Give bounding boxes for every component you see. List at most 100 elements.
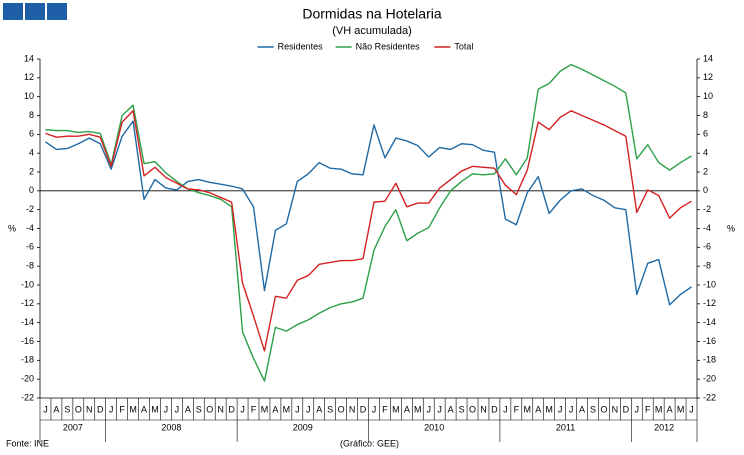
x-tick-label: O bbox=[469, 404, 476, 414]
x-tick-label: A bbox=[272, 404, 278, 414]
y-tick-label: 4 bbox=[29, 148, 34, 158]
x-tick-label: A bbox=[53, 404, 59, 414]
y-tick-label: -4 bbox=[26, 223, 34, 233]
x-tick-label: M bbox=[655, 404, 663, 414]
x-tick-label: J bbox=[569, 404, 574, 414]
x-tick-label: O bbox=[338, 404, 345, 414]
year-label: 2011 bbox=[556, 422, 575, 432]
x-tick-label: D bbox=[97, 404, 104, 414]
y-tick-label: -14 bbox=[21, 317, 34, 327]
y-tick-label: -6 bbox=[26, 242, 34, 252]
x-tick-label: J bbox=[43, 404, 48, 414]
x-tick-label: M bbox=[414, 404, 422, 414]
x-tick-label: M bbox=[261, 404, 269, 414]
x-tick-label: M bbox=[151, 404, 159, 414]
y-tick-label: -8 bbox=[26, 261, 34, 271]
x-tick-label: S bbox=[64, 404, 70, 414]
x-tick-label: J bbox=[635, 404, 640, 414]
x-tick-label: J bbox=[295, 404, 300, 414]
x-tick-label: F bbox=[119, 404, 125, 414]
x-tick-label: O bbox=[600, 404, 607, 414]
chart-title: Dormidas na Hotelaria bbox=[302, 6, 441, 22]
y2-tick-label: 8 bbox=[703, 110, 708, 120]
x-tick-label: F bbox=[514, 404, 520, 414]
y2-tick-label: 10 bbox=[703, 91, 713, 101]
y-tick-label: 8 bbox=[29, 110, 34, 120]
legend-label: Total bbox=[454, 41, 473, 51]
y2-tick-label: -10 bbox=[703, 279, 716, 289]
x-tick-label: J bbox=[503, 404, 508, 414]
x-tick-label: D bbox=[360, 404, 367, 414]
x-tick-label: N bbox=[612, 404, 619, 414]
x-tick-label: M bbox=[677, 404, 685, 414]
x-tick-label: S bbox=[196, 404, 202, 414]
series-line bbox=[45, 63, 692, 382]
chart-subtitle: (VH acumulada) bbox=[332, 25, 411, 37]
y-axis-label: % bbox=[8, 223, 16, 233]
x-tick-label: F bbox=[645, 404, 651, 414]
x-tick-label: N bbox=[86, 404, 93, 414]
y2-tick-label: 2 bbox=[703, 166, 708, 176]
x-tick-label: J bbox=[689, 404, 694, 414]
x-tick-label: J bbox=[558, 404, 563, 414]
x-tick-label: J bbox=[240, 404, 245, 414]
x-tick-label: S bbox=[590, 404, 596, 414]
y2-tick-label: -8 bbox=[703, 261, 711, 271]
y-tick-label: 6 bbox=[29, 129, 34, 139]
x-tick-label: D bbox=[228, 404, 235, 414]
y2-tick-label: -22 bbox=[703, 392, 716, 402]
x-tick-label: D bbox=[491, 404, 498, 414]
y2-tick-label: -6 bbox=[703, 242, 711, 252]
series-line bbox=[45, 110, 692, 352]
y2-tick-label: -12 bbox=[703, 298, 716, 308]
x-tick-label: F bbox=[382, 404, 388, 414]
x-tick-label: J bbox=[372, 404, 377, 414]
y2-tick-label: -20 bbox=[703, 374, 716, 384]
year-label: 2009 bbox=[293, 422, 313, 432]
y2-tick-label: 12 bbox=[703, 72, 713, 82]
y-tick-label: -2 bbox=[26, 204, 34, 214]
x-tick-label: M bbox=[545, 404, 553, 414]
y2-axis-label: % bbox=[727, 223, 735, 233]
x-tick-label: N bbox=[349, 404, 356, 414]
y-tick-label: -18 bbox=[21, 355, 34, 365]
x-tick-label: N bbox=[480, 404, 487, 414]
x-tick-label: A bbox=[667, 404, 673, 414]
x-tick-label: J bbox=[164, 404, 169, 414]
y-tick-label: -10 bbox=[21, 279, 34, 289]
x-tick-label: O bbox=[75, 404, 82, 414]
y-tick-label: 14 bbox=[24, 53, 34, 63]
x-tick-label: J bbox=[306, 404, 311, 414]
legend-label: Residentes bbox=[278, 41, 324, 51]
x-tick-label: A bbox=[316, 404, 322, 414]
credit: (Gráfico: GEE) bbox=[340, 438, 399, 448]
y2-tick-label: 6 bbox=[703, 129, 708, 139]
logo-square bbox=[25, 3, 45, 20]
x-tick-label: J bbox=[109, 404, 114, 414]
x-tick-label: A bbox=[448, 404, 454, 414]
x-tick-label: J bbox=[426, 404, 431, 414]
x-tick-label: M bbox=[392, 404, 400, 414]
x-tick-label: D bbox=[623, 404, 630, 414]
x-tick-label: F bbox=[251, 404, 257, 414]
x-tick-label: A bbox=[404, 404, 410, 414]
x-tick-label: J bbox=[175, 404, 180, 414]
series-line bbox=[45, 120, 692, 306]
y2-tick-label: -4 bbox=[703, 223, 711, 233]
y-tick-label: 12 bbox=[24, 72, 34, 82]
y2-tick-label: -16 bbox=[703, 336, 716, 346]
year-label: 2007 bbox=[63, 422, 83, 432]
y-tick-label: -22 bbox=[21, 392, 34, 402]
x-tick-label: M bbox=[129, 404, 137, 414]
x-tick-label: M bbox=[524, 404, 532, 414]
y-tick-label: 10 bbox=[24, 91, 34, 101]
x-tick-label: M bbox=[283, 404, 291, 414]
x-tick-label: N bbox=[217, 404, 224, 414]
x-tick-label: S bbox=[459, 404, 465, 414]
y2-tick-label: 14 bbox=[703, 53, 713, 63]
y2-tick-label: 4 bbox=[703, 148, 708, 158]
y2-tick-label: 0 bbox=[703, 185, 708, 195]
y-tick-label: -20 bbox=[21, 374, 34, 384]
y2-tick-label: -2 bbox=[703, 204, 711, 214]
